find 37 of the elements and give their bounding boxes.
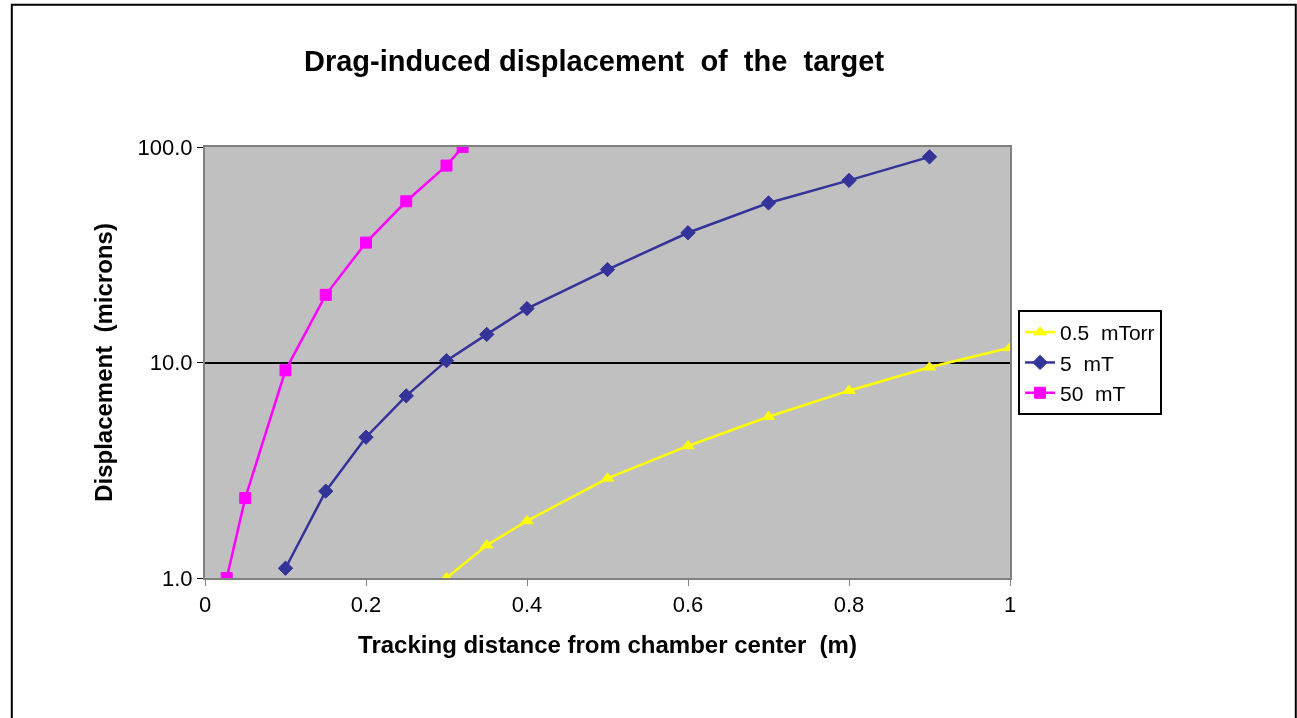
x-tick-label: 0.2 xyxy=(350,592,382,618)
point xyxy=(239,492,252,505)
x-tick-label: 0 xyxy=(198,592,212,618)
x-tick-label: 0.4 xyxy=(511,592,543,618)
x-tick-label: 1 xyxy=(1003,592,1017,618)
legend-label: 50 mT xyxy=(1060,381,1126,405)
chart-title: Drag-induced displacement of the target xyxy=(303,45,885,78)
point xyxy=(599,261,616,278)
x-tick-label: 0.8 xyxy=(833,592,865,618)
point xyxy=(519,300,535,317)
y-axis-title: Displacement (microns) xyxy=(90,223,118,502)
x-tick-label: 0.6 xyxy=(672,592,704,618)
y-tick-label: 1.0 xyxy=(162,565,193,591)
point xyxy=(680,225,696,241)
point xyxy=(360,236,372,249)
x-axis-title: Tracking distance from chamber center (m) xyxy=(358,631,857,659)
point xyxy=(398,388,414,404)
point xyxy=(440,159,453,172)
point xyxy=(760,195,777,211)
point xyxy=(279,364,292,377)
point xyxy=(319,288,332,301)
legend-label: 5 mT xyxy=(1060,351,1114,375)
point xyxy=(520,514,534,525)
point xyxy=(358,429,374,445)
point xyxy=(400,195,413,208)
point xyxy=(479,326,495,343)
point xyxy=(438,353,455,369)
point xyxy=(842,384,856,394)
legend-label: 0.5 mTorr xyxy=(1060,321,1155,345)
y-tick-label: 10.0 xyxy=(149,350,193,376)
point xyxy=(921,149,938,165)
point xyxy=(318,483,334,499)
point xyxy=(277,560,294,576)
point xyxy=(841,172,857,189)
y-tick-label: 100.0 xyxy=(137,134,193,160)
point xyxy=(681,439,695,450)
point xyxy=(761,410,776,421)
